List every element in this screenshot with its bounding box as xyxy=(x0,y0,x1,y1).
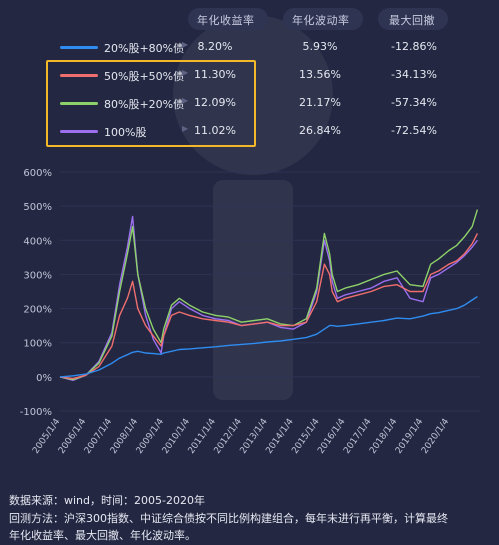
y-tick-label: 300% xyxy=(23,270,52,281)
y-tick-label: -100% xyxy=(20,407,52,418)
series-line xyxy=(59,209,479,381)
y-tick-label: 200% xyxy=(23,305,52,316)
header-pill-volatility xyxy=(283,8,363,30)
footer-source: 数据来源：wind，时间：2005-2020年 xyxy=(9,494,205,507)
row-volatility: 13.56% xyxy=(299,68,341,81)
row-return: 11.02% xyxy=(194,124,236,137)
table-row: 100%股 ▶ 11.02% 26.84% -72.54% xyxy=(0,122,499,142)
footer-method: 回测方法：沪深300指数、中证综合债按不同比例构建组合，每年末进行再平衡，计算最… xyxy=(9,512,448,525)
y-tick-label: 600% xyxy=(23,168,52,179)
table-row: 80%股+20%债 ▶ 12.09% 21.17% -57.34% xyxy=(0,94,499,114)
row-name: 80%股+20%债 xyxy=(104,98,185,111)
legend-swatch xyxy=(60,102,98,105)
legend-swatch xyxy=(60,130,98,133)
row-drawdown: -72.54% xyxy=(391,124,437,137)
table-row: 50%股+50%债 ▶ 11.30% 13.56% -34.13% xyxy=(0,66,499,86)
row-volatility: 5.93% xyxy=(302,40,338,53)
highlight-box xyxy=(46,60,256,147)
series-line xyxy=(59,296,478,378)
series-line xyxy=(59,215,478,382)
header-volatility: 年化波动率 xyxy=(292,14,350,27)
row-volatility: 21.17% xyxy=(299,96,341,109)
row-drawdown: -57.34% xyxy=(391,96,437,109)
header-drawdown: 最大回撤 xyxy=(389,14,435,27)
series-line xyxy=(59,233,479,380)
y-tick-label: 500% xyxy=(23,202,52,213)
row-name: 20%股+80%债 xyxy=(104,42,185,55)
arrow-icon: ▶ xyxy=(182,124,189,133)
row-return: 11.30% xyxy=(194,68,236,81)
legend-swatch xyxy=(60,74,98,77)
y-tick-label: 400% xyxy=(23,236,52,247)
row-drawdown: -34.13% xyxy=(391,68,437,81)
legend-swatch xyxy=(60,46,98,49)
table-row: 20%股+80%债 ▶ 8.20% 5.93% -12.86% xyxy=(0,38,499,58)
arrow-icon: ▶ xyxy=(182,40,189,49)
arrow-icon: ▶ xyxy=(182,68,189,77)
arrow-icon: ▶ xyxy=(182,96,189,105)
header-pill-return xyxy=(188,8,268,30)
row-return: 8.20% xyxy=(197,40,233,53)
watermark-logo xyxy=(173,15,333,400)
row-name: 50%股+50%债 xyxy=(104,70,185,83)
row-drawdown: -12.86% xyxy=(391,40,437,53)
line-chart: -100%0%100%200%300%400%500%600%2005/1/42… xyxy=(20,168,480,456)
header-pill-drawdown xyxy=(378,8,448,30)
footer-metrics: 年化收益率、最大回撤、年化波动率。 xyxy=(9,529,196,542)
row-volatility: 26.84% xyxy=(299,124,341,137)
row-return: 12.09% xyxy=(194,96,236,109)
header-return: 年化收益率 xyxy=(197,14,255,27)
row-name: 100%股 xyxy=(104,126,147,139)
y-tick-label: 100% xyxy=(23,339,52,350)
y-tick-label: 0% xyxy=(36,373,52,384)
